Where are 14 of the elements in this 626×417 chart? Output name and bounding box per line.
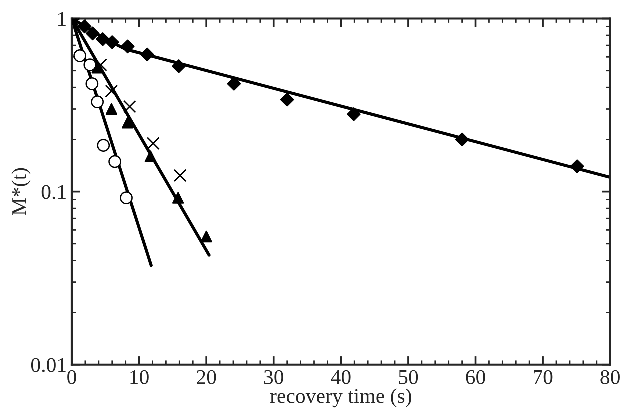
x-tick-label: 30: [264, 370, 284, 384]
x-tick-label: 80: [600, 370, 620, 384]
x-tick-label: 70: [534, 370, 553, 384]
y-axis-title: M*(t): [12, 168, 31, 216]
x-axis-title: recovery time (s): [270, 388, 412, 408]
x-tick-label: 50: [399, 370, 418, 384]
y-tick-label: 0.1: [42, 185, 66, 200]
y-tick-label: 1: [58, 12, 66, 26]
x-tick-label: 10: [130, 370, 149, 384]
y-tick-label: 0.01: [31, 358, 66, 372]
x-tick-label: 20: [197, 370, 216, 384]
x-tick-label: 0: [68, 370, 76, 384]
x-tick-label: 60: [466, 370, 486, 384]
x-tick-label: 40: [331, 370, 351, 384]
